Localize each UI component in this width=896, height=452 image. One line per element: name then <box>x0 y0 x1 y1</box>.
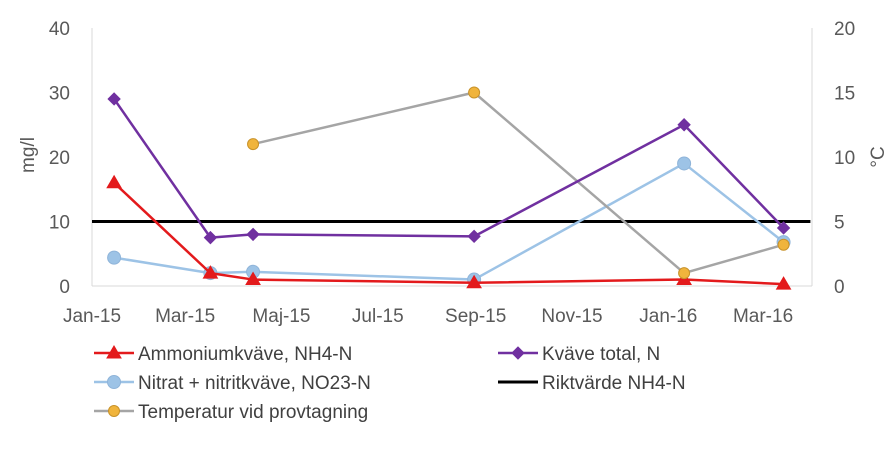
x-tick-label: Mar-16 <box>733 306 793 327</box>
y-right-tick-label: 0 <box>834 277 845 298</box>
x-tick-label: Jan-16 <box>639 306 697 327</box>
x-tick-label: Maj-15 <box>252 306 310 327</box>
legend-label: Ammoniumkväve, NH4-N <box>138 344 352 365</box>
series-4 <box>247 86 790 280</box>
y-left-tick-label: 40 <box>49 19 70 40</box>
data-point <box>106 345 122 359</box>
x-tick-label: Sep-15 <box>445 306 506 327</box>
data-point <box>776 221 791 235</box>
series-line <box>113 98 785 239</box>
legend-label: Temperatur vid provtagning <box>138 402 368 423</box>
data-point <box>203 230 218 245</box>
y-right-tick-label: 10 <box>834 148 855 169</box>
y-axis-left-title: mg/l <box>18 137 39 173</box>
y-left-tick-label: 10 <box>49 213 70 234</box>
series-line <box>252 91 784 275</box>
data-point <box>107 92 121 106</box>
y-right-tick-label: 20 <box>834 19 855 40</box>
x-tick-label: Jul-15 <box>352 306 404 327</box>
legend-label: Riktvärde NH4-N <box>542 373 686 394</box>
plot-series <box>92 86 811 290</box>
y-axis-right-title: °C <box>868 146 889 167</box>
data-point <box>468 86 481 99</box>
series-line <box>113 162 785 281</box>
data-point <box>677 118 691 132</box>
data-point <box>775 276 792 290</box>
legend-item: Kväve total, N <box>498 344 660 365</box>
legend-item: Nitrat + nitritkväve, NO23-N <box>94 373 371 394</box>
legend-item: Ammoniumkväve, NH4-N <box>94 344 352 365</box>
data-point <box>202 265 219 279</box>
x-tick-label: Jan-15 <box>63 306 121 327</box>
series-line <box>113 181 784 286</box>
data-point <box>107 375 121 389</box>
legend-item: Temperatur vid provtagning <box>94 402 368 423</box>
legend-label: Kväve total, N <box>542 344 660 365</box>
y-right-tick-label: 15 <box>834 84 855 105</box>
data-point <box>678 267 691 280</box>
y-right-tick-label: 5 <box>834 213 845 234</box>
data-point <box>246 227 260 242</box>
series-1 <box>107 92 791 245</box>
data-point <box>247 138 260 151</box>
x-tick-label: Nov-15 <box>541 306 602 327</box>
y-left-tick-label: 0 <box>59 277 70 298</box>
data-point <box>107 250 122 265</box>
data-point <box>777 238 790 251</box>
legend-label: Nitrat + nitritkväve, NO23-N <box>138 373 371 394</box>
data-point <box>245 271 261 286</box>
data-point <box>108 405 120 417</box>
y-left-tick-label: 20 <box>49 148 70 169</box>
axes: 0 10 20 30 40 0 5 10 15 20 Jan-15 Mar-15 Maj-15 Jul-1… <box>18 19 889 327</box>
legend: Ammoniumkväve, NH4-N Kväve total, N Nitrat… <box>94 344 686 423</box>
data-point <box>511 346 525 360</box>
series-0 <box>106 174 792 290</box>
data-point <box>106 174 122 189</box>
data-point <box>677 156 692 171</box>
y-left-tick-label: 30 <box>49 84 70 105</box>
data-point <box>466 274 482 289</box>
data-point <box>467 229 481 244</box>
legend-item: Riktvärde NH4-N <box>498 373 686 394</box>
x-tick-label: Mar-15 <box>155 306 215 327</box>
